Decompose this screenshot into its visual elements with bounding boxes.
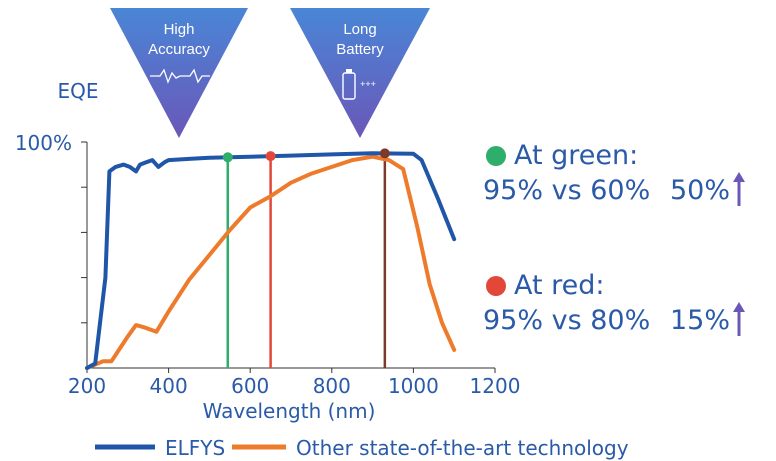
heartbeat-icon bbox=[150, 68, 210, 84]
series-lines bbox=[85, 151, 457, 370]
series-line-other bbox=[85, 154, 457, 370]
high-accuracy-label: High Accuracy bbox=[148, 21, 210, 58]
green-dot bbox=[486, 145, 506, 166]
green-gain: 50% bbox=[670, 172, 746, 206]
series-line-elfys bbox=[85, 151, 457, 370]
x-tick-label: 600 bbox=[231, 374, 269, 398]
red-dot bbox=[486, 275, 506, 296]
long-battery-banner: Long Battery +++ bbox=[290, 8, 430, 138]
legend-label-elfys: ELFYS bbox=[165, 436, 225, 460]
red-callout: At red: 95% vs 80% bbox=[483, 270, 651, 336]
marker-dot bbox=[379, 148, 390, 159]
x-tick-label: 1200 bbox=[470, 374, 521, 398]
marker-dot bbox=[222, 152, 233, 163]
x-tick-label: 1000 bbox=[388, 374, 439, 398]
red-gain: 15% bbox=[670, 302, 746, 336]
legend: ELFYS Other state-of-the-art technology bbox=[95, 436, 629, 460]
green-gain-value: 50% bbox=[670, 175, 731, 206]
y-axis-label: EQE bbox=[57, 79, 98, 103]
y-tick-100-label: 100% bbox=[15, 131, 72, 155]
high-accuracy-banner: High Accuracy bbox=[110, 8, 248, 138]
wavelength-markers bbox=[226, 153, 387, 368]
up-arrow-icon bbox=[733, 302, 746, 336]
red-gain-value: 15% bbox=[670, 305, 731, 336]
marker-dots bbox=[222, 148, 390, 163]
green-callout: At green: 95% vs 60% bbox=[483, 140, 651, 206]
x-tick-label: 800 bbox=[313, 374, 351, 398]
red-comparison: 95% vs 80% bbox=[483, 305, 651, 336]
y-ticks bbox=[81, 141, 87, 324]
marker-dot bbox=[265, 151, 276, 162]
x-ticks: 200 400 600 800 1000 1200 bbox=[68, 368, 521, 398]
green-callout-label: At green: bbox=[514, 140, 639, 171]
x-axis-label: Wavelength (nm) bbox=[203, 399, 376, 423]
x-tick-label: 200 bbox=[68, 374, 106, 398]
long-battery-label: Long Battery bbox=[336, 21, 384, 58]
x-tick-label: 400 bbox=[150, 374, 188, 398]
up-arrow-icon bbox=[733, 172, 746, 206]
battery-plus-text: +++ bbox=[360, 79, 376, 89]
battery-icon: +++ bbox=[342, 69, 376, 100]
green-comparison: 95% vs 60% bbox=[483, 175, 651, 206]
red-callout-label: At red: bbox=[514, 270, 605, 301]
legend-label-other: Other state-of-the-art technology bbox=[296, 436, 629, 460]
